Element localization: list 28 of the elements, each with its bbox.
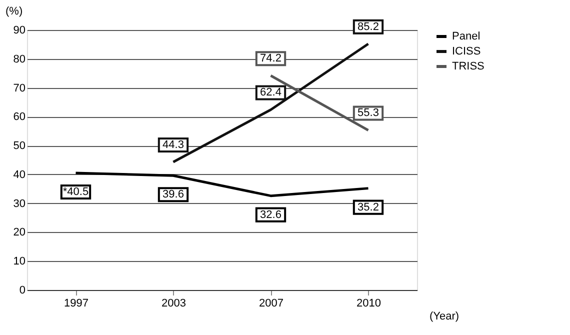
data-label: 74.2 [260,52,282,65]
y-tick-label: 50 [13,140,26,152]
y-tick-label: 20 [13,226,26,239]
x-tick-label: 2007 [259,298,284,310]
legend-label: Panel [452,30,480,42]
data-label: 55.3 [358,107,379,120]
data-label: 62.4 [260,86,282,99]
data-label: 39.6 [162,188,184,201]
legend-label: ICISS [452,46,481,58]
x-tick-label: 2010 [356,298,381,310]
y-tick-label: 80 [13,53,26,66]
data-label: 32.6 [260,208,282,221]
y-tick-label: 40 [13,168,26,181]
data-label: 44.3 [162,139,184,152]
y-tick-label: 0 [19,284,26,296]
x-tick-label: 1997 [64,298,88,310]
y-tick-label: 90 [13,24,26,36]
data-label: *40.5 [62,186,89,198]
data-label: 85.2 [358,20,379,33]
y-tick-label: 70 [13,82,26,94]
y-tick-label: 60 [13,111,26,124]
data-label: 35.2 [358,201,379,214]
x-axis-title: (Year) [430,310,460,322]
y-axis-title: (%) [6,6,23,18]
y-tick-label: 10 [13,256,26,268]
legend-label: TRISS [452,60,484,72]
x-tick-label: 2003 [162,298,186,310]
y-tick-label: 30 [13,198,26,210]
